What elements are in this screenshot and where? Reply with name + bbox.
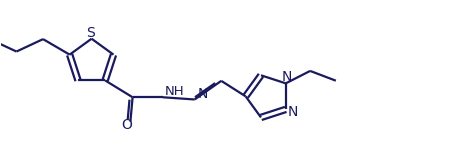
Text: N: N [282,70,292,84]
Text: N: N [287,105,298,119]
Text: NH: NH [165,85,185,98]
Text: N: N [197,87,208,101]
Text: S: S [86,25,95,39]
Text: O: O [121,118,132,132]
